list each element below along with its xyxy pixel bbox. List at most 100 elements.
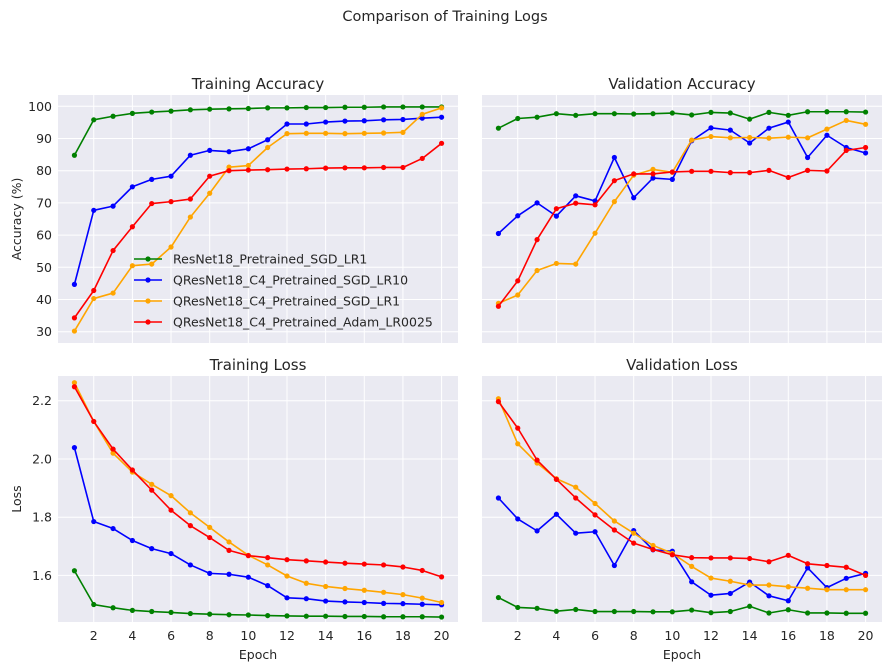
- data-point: [805, 561, 811, 567]
- data-point: [689, 137, 695, 143]
- data-point: [495, 594, 502, 601]
- data-point: [747, 140, 753, 146]
- series-line: [497, 398, 866, 591]
- x-tick-label: 6: [591, 628, 599, 643]
- series-1: [495, 119, 869, 237]
- y-tick-label: 1.8: [32, 510, 52, 525]
- series-line: [73, 142, 443, 319]
- data-point: [245, 162, 251, 169]
- data-point: [129, 467, 135, 473]
- data-point: [419, 595, 425, 601]
- data-point: [323, 119, 329, 125]
- data-point: [400, 116, 406, 123]
- data-point: [419, 601, 425, 607]
- data-point: [438, 140, 445, 146]
- data-point: [862, 587, 869, 593]
- data-point: [187, 196, 193, 202]
- data-point: [284, 595, 290, 601]
- data-point: [149, 608, 155, 615]
- data-point: [361, 599, 367, 606]
- x-tick-label: 4: [128, 628, 136, 643]
- data-point: [149, 487, 155, 493]
- data-point: [611, 608, 617, 615]
- data-point: [862, 121, 869, 127]
- data-point: [187, 107, 193, 113]
- y-tick-label: 70: [36, 195, 52, 210]
- data-point: [71, 281, 78, 287]
- x-tick-label: 8: [206, 628, 214, 643]
- series-line: [497, 146, 866, 307]
- data-point: [149, 481, 155, 487]
- legend-entry: ResNet18_Pretrained_SGD_LR1: [173, 252, 367, 267]
- data-point: [592, 500, 598, 507]
- data-point: [303, 121, 309, 127]
- data-point: [284, 613, 290, 619]
- y-tick-label: 2.2: [32, 393, 52, 408]
- data-point: [91, 287, 97, 294]
- data-point: [708, 125, 714, 131]
- data-point: [419, 104, 425, 110]
- data-point: [592, 230, 598, 236]
- data-point: [226, 539, 232, 545]
- data-point: [515, 213, 521, 219]
- data-point: [805, 135, 811, 141]
- panel-title: Validation Loss: [626, 356, 738, 374]
- data-point: [805, 565, 811, 571]
- data-point: [708, 555, 714, 561]
- data-point: [284, 557, 290, 563]
- data-point: [689, 168, 695, 174]
- series-3: [495, 144, 869, 309]
- data-point: [553, 213, 559, 219]
- data-point: [226, 168, 232, 174]
- data-point: [785, 134, 791, 140]
- data-point: [303, 613, 309, 619]
- data-point: [71, 445, 78, 451]
- data-point: [534, 114, 540, 120]
- series-1: [71, 445, 445, 608]
- data-point: [785, 119, 791, 125]
- data-point: [727, 555, 733, 561]
- data-point: [824, 109, 830, 115]
- data-point: [71, 568, 78, 574]
- data-point: [766, 135, 772, 141]
- data-point: [226, 571, 232, 577]
- data-point: [573, 193, 579, 199]
- data-point: [168, 493, 174, 499]
- data-point: [650, 171, 656, 177]
- panel-0: 30 40 50 60 70 80 90 100 Training Accuracy Accura…: [9, 75, 458, 343]
- data-point: [71, 152, 78, 158]
- data-point: [843, 575, 849, 581]
- series-line: [73, 386, 442, 578]
- series-line: [498, 596, 866, 615]
- data-point: [284, 166, 290, 172]
- data-point: [862, 144, 869, 151]
- data-point: [265, 612, 271, 619]
- data-point: [303, 166, 309, 172]
- data-point: [785, 584, 791, 590]
- panel-background: [58, 95, 458, 343]
- data-point: [71, 384, 78, 390]
- data-point: [342, 599, 348, 605]
- series-0: [495, 109, 869, 131]
- data-point: [149, 109, 155, 115]
- x-tick-label: 8: [630, 628, 638, 643]
- data-point: [727, 110, 733, 116]
- series-3: [495, 399, 869, 579]
- data-point: [573, 112, 579, 118]
- data-point: [226, 612, 232, 618]
- series-3: [71, 384, 445, 580]
- data-point: [129, 263, 135, 269]
- data-point: [727, 590, 733, 597]
- x-tick-label: 20: [858, 628, 874, 643]
- data-point: [323, 583, 329, 590]
- data-point: [495, 303, 502, 309]
- data-point: [553, 511, 559, 517]
- data-point: [862, 150, 869, 156]
- data-point: [843, 610, 849, 616]
- data-point: [168, 507, 174, 513]
- data-point: [495, 495, 502, 501]
- data-point: [515, 278, 521, 284]
- data-point: [168, 550, 174, 557]
- data-point: [110, 450, 116, 456]
- data-point: [438, 105, 445, 111]
